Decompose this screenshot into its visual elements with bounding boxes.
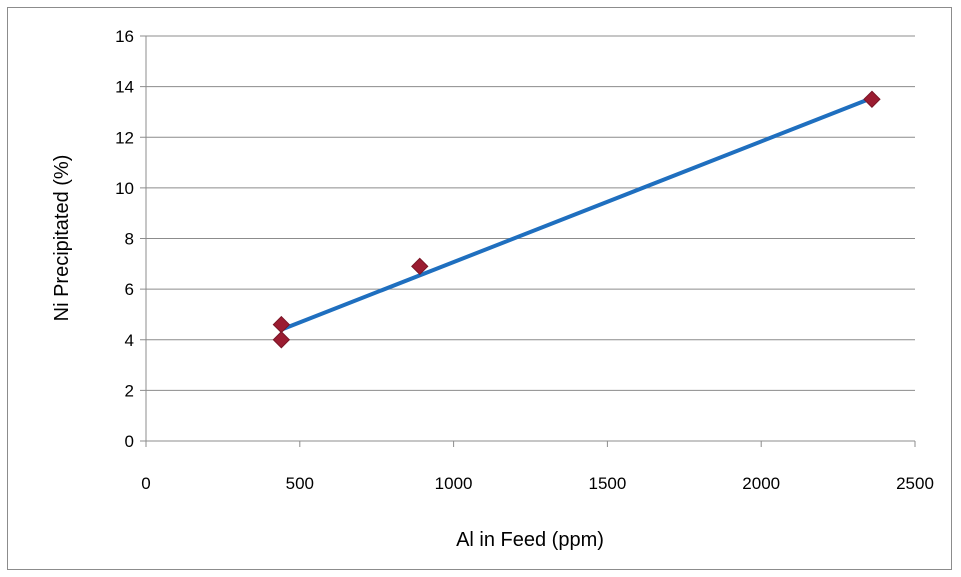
x-axis-title: Al in Feed (ppm) — [456, 529, 604, 551]
y-axis-title: Ni Precipitated (%) — [51, 155, 73, 322]
y-tick-label: 2 — [125, 381, 134, 400]
x-tick-labels: 0 500 1000 1500 2000 2500 — [141, 474, 934, 493]
x-tick-label: 1500 — [588, 474, 626, 493]
y-tick-label: 12 — [115, 128, 134, 147]
x-tick-label: 0 — [141, 474, 150, 493]
data-point-diamond — [272, 331, 291, 349]
data-point-diamond — [272, 315, 291, 334]
data-point-diamond — [863, 90, 881, 108]
grid-lines — [146, 35, 915, 391]
x-tick-label: 2000 — [742, 474, 780, 493]
x-tick-label: 500 — [286, 474, 314, 493]
trendline-line — [279, 96, 874, 332]
data-points — [272, 90, 881, 349]
y-tick-label: 4 — [125, 331, 134, 350]
x-tick-label: 2500 — [896, 474, 934, 493]
y-tick-label: 8 — [125, 230, 134, 249]
y-tick-label: 10 — [115, 179, 134, 198]
x-tick-label: 1000 — [435, 474, 473, 493]
axes — [140, 35, 916, 447]
trendline — [279, 96, 874, 332]
chart-frame — [7, 7, 952, 570]
y-tick-label: 16 — [115, 27, 134, 46]
data-point-diamond — [411, 257, 429, 276]
y-tick-label: 6 — [125, 280, 134, 299]
y-tick-label: 0 — [125, 432, 134, 451]
y-tick-label: 14 — [115, 78, 134, 97]
y-tick-labels: 0 2 4 6 8 10 12 14 16 — [115, 27, 134, 451]
